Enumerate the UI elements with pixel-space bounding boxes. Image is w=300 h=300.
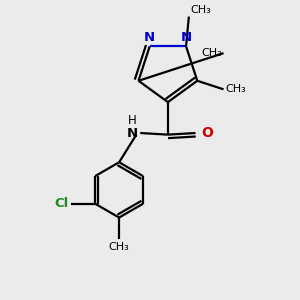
Text: CH₃: CH₃	[190, 5, 211, 15]
Text: N: N	[144, 31, 155, 44]
Text: CH₃: CH₃	[225, 84, 246, 94]
Text: CH₃: CH₃	[109, 242, 130, 252]
Text: Cl: Cl	[54, 197, 68, 210]
Text: O: O	[201, 126, 213, 140]
Text: CH₃: CH₃	[201, 48, 222, 58]
Text: N: N	[181, 31, 192, 44]
Text: N: N	[127, 127, 138, 140]
Text: H: H	[128, 114, 136, 127]
